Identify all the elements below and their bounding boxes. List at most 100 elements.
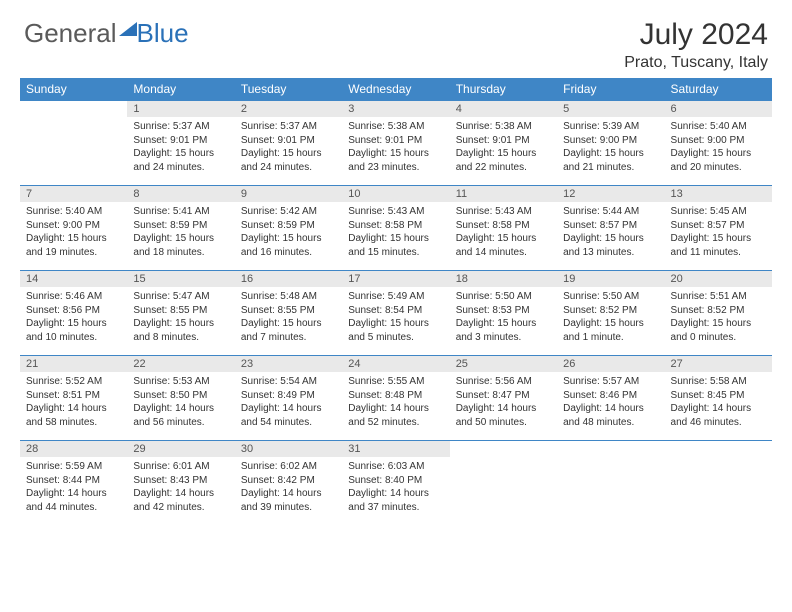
day-number: 29 <box>127 441 234 457</box>
daylight-text: Daylight: 14 hours and 50 minutes. <box>456 402 551 429</box>
daylight-text: Daylight: 15 hours and 15 minutes. <box>348 232 443 259</box>
sunset-text: Sunset: 9:00 PM <box>563 134 658 148</box>
day-cell: 29Sunrise: 6:01 AMSunset: 8:43 PMDayligh… <box>127 441 234 526</box>
day-info: Sunrise: 5:40 AMSunset: 9:00 PMDaylight:… <box>20 202 127 263</box>
day-info: Sunrise: 5:52 AMSunset: 8:51 PMDaylight:… <box>20 372 127 433</box>
sunset-text: Sunset: 8:53 PM <box>456 304 551 318</box>
day-cell: 25Sunrise: 5:56 AMSunset: 8:47 PMDayligh… <box>450 356 557 441</box>
day-number: 20 <box>665 271 772 287</box>
sunset-text: Sunset: 8:51 PM <box>26 389 121 403</box>
day-info: Sunrise: 5:50 AMSunset: 8:52 PMDaylight:… <box>557 287 664 348</box>
sunset-text: Sunset: 8:50 PM <box>133 389 228 403</box>
month-title: July 2024 <box>624 18 768 52</box>
day-info: Sunrise: 5:53 AMSunset: 8:50 PMDaylight:… <box>127 372 234 433</box>
sunrise-text: Sunrise: 6:02 AM <box>241 460 336 474</box>
day-number: 30 <box>235 441 342 457</box>
logo-text-general: General <box>24 18 117 49</box>
day-number <box>665 441 772 457</box>
sunrise-text: Sunrise: 5:49 AM <box>348 290 443 304</box>
sunrise-text: Sunrise: 5:39 AM <box>563 120 658 134</box>
day-cell: 30Sunrise: 6:02 AMSunset: 8:42 PMDayligh… <box>235 441 342 526</box>
day-number: 4 <box>450 101 557 117</box>
sunrise-text: Sunrise: 5:48 AM <box>241 290 336 304</box>
week-row: 14Sunrise: 5:46 AMSunset: 8:56 PMDayligh… <box>20 271 772 356</box>
daylight-text: Daylight: 15 hours and 5 minutes. <box>348 317 443 344</box>
day-cell: 10Sunrise: 5:43 AMSunset: 8:58 PMDayligh… <box>342 186 449 271</box>
sunrise-text: Sunrise: 5:38 AM <box>456 120 551 134</box>
logo-triangle-icon <box>119 22 137 36</box>
day-cell: 16Sunrise: 5:48 AMSunset: 8:55 PMDayligh… <box>235 271 342 356</box>
sunrise-text: Sunrise: 5:55 AM <box>348 375 443 389</box>
daylight-text: Daylight: 14 hours and 56 minutes. <box>133 402 228 429</box>
location-label: Prato, Tuscany, Italy <box>624 54 768 72</box>
daylight-text: Daylight: 14 hours and 44 minutes. <box>26 487 121 514</box>
sunset-text: Sunset: 9:00 PM <box>671 134 766 148</box>
sunset-text: Sunset: 8:56 PM <box>26 304 121 318</box>
day-cell: 27Sunrise: 5:58 AMSunset: 8:45 PMDayligh… <box>665 356 772 441</box>
daylight-text: Daylight: 15 hours and 16 minutes. <box>241 232 336 259</box>
daylight-text: Daylight: 15 hours and 11 minutes. <box>671 232 766 259</box>
sunset-text: Sunset: 9:00 PM <box>26 219 121 233</box>
day-number: 16 <box>235 271 342 287</box>
sunrise-text: Sunrise: 5:37 AM <box>133 120 228 134</box>
day-info: Sunrise: 5:59 AMSunset: 8:44 PMDaylight:… <box>20 457 127 518</box>
day-cell: 28Sunrise: 5:59 AMSunset: 8:44 PMDayligh… <box>20 441 127 526</box>
sunrise-text: Sunrise: 5:44 AM <box>563 205 658 219</box>
day-info: Sunrise: 5:37 AMSunset: 9:01 PMDaylight:… <box>127 117 234 178</box>
sunrise-text: Sunrise: 5:42 AM <box>241 205 336 219</box>
day-number: 22 <box>127 356 234 372</box>
daylight-text: Daylight: 15 hours and 13 minutes. <box>563 232 658 259</box>
day-info: Sunrise: 6:03 AMSunset: 8:40 PMDaylight:… <box>342 457 449 518</box>
day-number: 10 <box>342 186 449 202</box>
sunrise-text: Sunrise: 5:46 AM <box>26 290 121 304</box>
day-info: Sunrise: 5:45 AMSunset: 8:57 PMDaylight:… <box>665 202 772 263</box>
daylight-text: Daylight: 15 hours and 22 minutes. <box>456 147 551 174</box>
header: General Blue July 2024 Prato, Tuscany, I… <box>0 0 792 78</box>
sunrise-text: Sunrise: 5:40 AM <box>671 120 766 134</box>
day-number: 14 <box>20 271 127 287</box>
sunset-text: Sunset: 8:46 PM <box>563 389 658 403</box>
day-info: Sunrise: 5:55 AMSunset: 8:48 PMDaylight:… <box>342 372 449 433</box>
day-number: 5 <box>557 101 664 117</box>
day-cell: 5Sunrise: 5:39 AMSunset: 9:00 PMDaylight… <box>557 101 664 186</box>
sunrise-text: Sunrise: 5:53 AM <box>133 375 228 389</box>
sunrise-text: Sunrise: 5:45 AM <box>671 205 766 219</box>
logo: General Blue <box>24 18 189 49</box>
day-number: 21 <box>20 356 127 372</box>
day-number: 28 <box>20 441 127 457</box>
day-number: 6 <box>665 101 772 117</box>
daylight-text: Daylight: 15 hours and 10 minutes. <box>26 317 121 344</box>
day-info: Sunrise: 6:01 AMSunset: 8:43 PMDaylight:… <box>127 457 234 518</box>
sunrise-text: Sunrise: 6:03 AM <box>348 460 443 474</box>
day-cell <box>450 441 557 526</box>
day-cell <box>20 101 127 186</box>
sunrise-text: Sunrise: 5:51 AM <box>671 290 766 304</box>
daylight-text: Daylight: 15 hours and 8 minutes. <box>133 317 228 344</box>
daylight-text: Daylight: 15 hours and 23 minutes. <box>348 147 443 174</box>
sunset-text: Sunset: 8:54 PM <box>348 304 443 318</box>
day-number: 12 <box>557 186 664 202</box>
day-info: Sunrise: 5:39 AMSunset: 9:00 PMDaylight:… <box>557 117 664 178</box>
day-cell: 13Sunrise: 5:45 AMSunset: 8:57 PMDayligh… <box>665 186 772 271</box>
daylight-text: Daylight: 14 hours and 54 minutes. <box>241 402 336 429</box>
day-cell: 31Sunrise: 6:03 AMSunset: 8:40 PMDayligh… <box>342 441 449 526</box>
daylight-text: Daylight: 14 hours and 58 minutes. <box>26 402 121 429</box>
sunset-text: Sunset: 8:45 PM <box>671 389 766 403</box>
day-info: Sunrise: 5:43 AMSunset: 8:58 PMDaylight:… <box>450 202 557 263</box>
day-number <box>450 441 557 457</box>
day-info: Sunrise: 5:44 AMSunset: 8:57 PMDaylight:… <box>557 202 664 263</box>
sunset-text: Sunset: 9:01 PM <box>241 134 336 148</box>
sunset-text: Sunset: 9:01 PM <box>456 134 551 148</box>
sunrise-text: Sunrise: 5:50 AM <box>456 290 551 304</box>
day-number: 25 <box>450 356 557 372</box>
day-info: Sunrise: 5:38 AMSunset: 9:01 PMDaylight:… <box>450 117 557 178</box>
sunrise-text: Sunrise: 5:58 AM <box>671 375 766 389</box>
day-number <box>20 101 127 117</box>
sunset-text: Sunset: 8:43 PM <box>133 474 228 488</box>
weekday-header: Friday <box>557 78 664 101</box>
day-info: Sunrise: 5:51 AMSunset: 8:52 PMDaylight:… <box>665 287 772 348</box>
sunset-text: Sunset: 8:52 PM <box>671 304 766 318</box>
weekday-header: Monday <box>127 78 234 101</box>
day-info: Sunrise: 6:02 AMSunset: 8:42 PMDaylight:… <box>235 457 342 518</box>
sunrise-text: Sunrise: 5:59 AM <box>26 460 121 474</box>
